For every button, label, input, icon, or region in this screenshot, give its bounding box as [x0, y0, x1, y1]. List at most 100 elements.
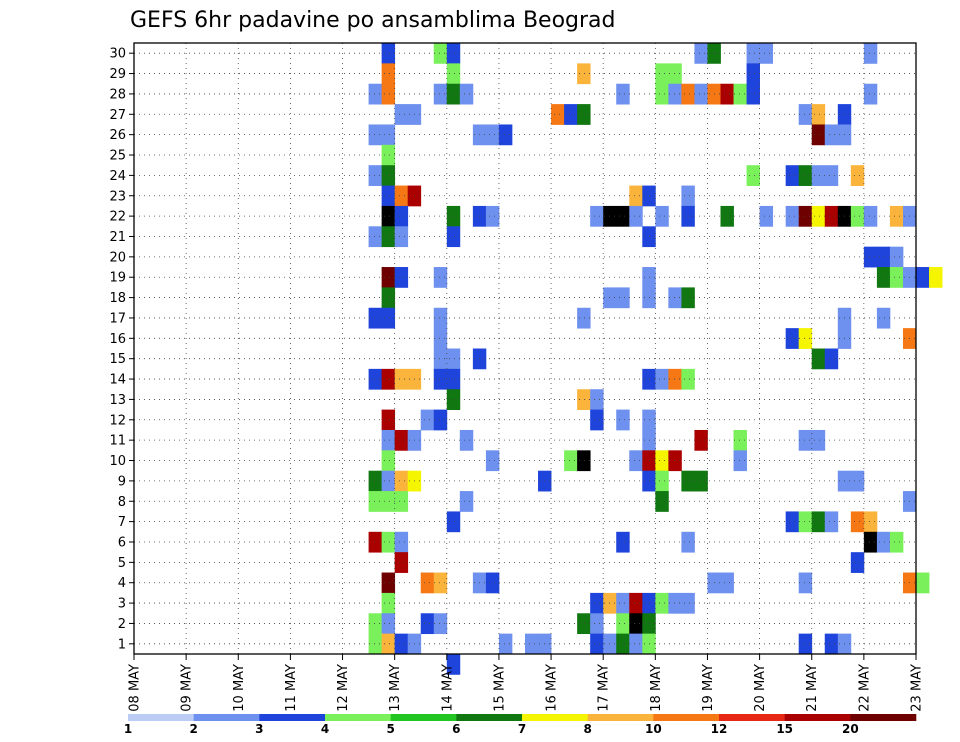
y-tick-label: 21	[109, 230, 126, 245]
heatmap-cell	[381, 185, 396, 207]
y-tick-label: 28	[109, 87, 126, 102]
heatmap-cell	[381, 144, 396, 166]
heatmap-cell	[446, 43, 461, 64]
x-tick-label: 23 MAY	[910, 664, 925, 712]
heatmap-cell	[485, 572, 500, 594]
color-legend: 1 2 3 4 5 6 7 8 10 12 15 20	[124, 714, 917, 736]
legend-swatch	[784, 714, 851, 721]
legend-label: 3	[255, 722, 263, 736]
y-tick-label: 20	[109, 250, 126, 265]
heatmap-cell	[381, 450, 396, 472]
heatmap-cell	[420, 613, 435, 635]
heatmap-cell	[590, 389, 604, 410]
heatmap-cell	[798, 429, 813, 451]
heatmap-cell	[446, 389, 461, 410]
heatmap-cell	[381, 124, 396, 146]
heatmap-cell	[785, 205, 800, 227]
x-axis: 08 MAY 09 MAY 10 MAY 11 MAY 12 MAY 13 MAY 14 M…	[128, 654, 925, 712]
heatmap-cell	[590, 633, 604, 655]
heatmap-cell	[525, 633, 539, 655]
heatmap-cell	[616, 83, 630, 105]
heatmap-cell	[394, 267, 409, 288]
heatmap-cell	[863, 205, 878, 227]
heatmap-cell	[368, 531, 383, 553]
heatmap-cell	[850, 205, 865, 227]
legend-label: 12	[711, 722, 728, 736]
chart-title: GEFS 6hr padavine po ansamblima Beograd	[130, 8, 616, 33]
heatmap-cell	[433, 368, 448, 390]
heatmap-cell	[629, 592, 643, 614]
heatmap-cell	[368, 165, 383, 186]
heatmap-cell	[668, 592, 682, 614]
heatmap-cell	[798, 328, 813, 349]
heatmap-cell	[798, 572, 813, 594]
y-tick-label: 3	[118, 597, 126, 612]
legend-swatch	[719, 714, 785, 721]
heatmap-cell	[577, 104, 591, 125]
heatmap-cell	[368, 613, 383, 635]
heatmap-cell	[381, 165, 396, 186]
heatmap-cell	[446, 511, 461, 533]
heatmap-cell	[655, 205, 669, 227]
heatmap-cell	[720, 205, 734, 227]
heatmap-cell	[629, 205, 643, 227]
heatmap-cell	[368, 226, 383, 248]
heatmap-cell	[590, 613, 604, 635]
heatmap-cell	[629, 450, 643, 472]
y-tick-label: 14	[109, 373, 126, 388]
legend-label: 2	[189, 722, 197, 736]
heatmap-cell	[811, 429, 826, 451]
heatmap-cell	[655, 368, 669, 390]
heatmap-cell	[863, 531, 878, 553]
heatmap-cell	[446, 654, 461, 675]
heatmap-cell	[551, 104, 565, 125]
y-tick-label: 11	[109, 434, 126, 449]
x-tick-label: 22 MAY	[857, 664, 872, 712]
heatmap-cell	[850, 165, 865, 186]
legend-swatch	[259, 714, 326, 721]
heatmap-cell	[459, 429, 474, 451]
heatmap-cell	[381, 368, 396, 390]
heatmap-cell	[850, 552, 865, 573]
heatmap-cell	[616, 205, 630, 227]
heatmap-cell	[876, 531, 891, 553]
x-tick-label: 20 MAY	[753, 664, 768, 712]
x-tick-label: 08 MAY	[128, 664, 143, 712]
heatmap-cell	[368, 124, 383, 146]
legend-swatch	[522, 714, 588, 721]
heatmap-cell	[394, 470, 409, 492]
heatmap-cell	[681, 205, 695, 227]
heatmap-cell	[381, 613, 396, 635]
heatmap-cell	[368, 470, 383, 492]
heatmap-cell	[811, 104, 826, 125]
heatmap-cell	[720, 572, 734, 594]
heatmap-cell	[446, 83, 461, 105]
x-tick-label: 19 MAY	[701, 664, 716, 712]
x-tick-label: 12 MAY	[336, 664, 351, 712]
heatmap-cell	[433, 43, 448, 64]
heatmap-cell	[629, 633, 643, 655]
heatmap-cell	[590, 205, 604, 227]
heatmap-cell	[381, 592, 396, 614]
heatmap-cell	[889, 531, 904, 553]
legend-label: 10	[645, 722, 662, 736]
x-tick-label: 18 MAY	[649, 664, 664, 712]
heatmap-cell	[889, 246, 904, 268]
heatmap-cell	[824, 511, 839, 533]
heatmap-cell	[850, 511, 865, 533]
heatmap-cell	[590, 592, 604, 614]
heatmap-cell	[746, 165, 760, 186]
y-tick-label: 12	[109, 413, 126, 428]
heatmap-cell	[655, 63, 669, 85]
heatmap-cell	[381, 531, 396, 553]
legend-swatch	[587, 714, 654, 721]
heatmap-cell	[446, 348, 461, 370]
heatmap-cell	[433, 409, 448, 431]
heatmap-cell	[824, 165, 839, 186]
heatmap-cell	[681, 592, 695, 614]
legend-label: 20	[842, 722, 859, 736]
heatmap-cell	[694, 429, 708, 451]
heatmap-cell	[811, 165, 826, 186]
heatmap-cell	[629, 185, 643, 207]
heatmap-cell	[381, 226, 396, 248]
